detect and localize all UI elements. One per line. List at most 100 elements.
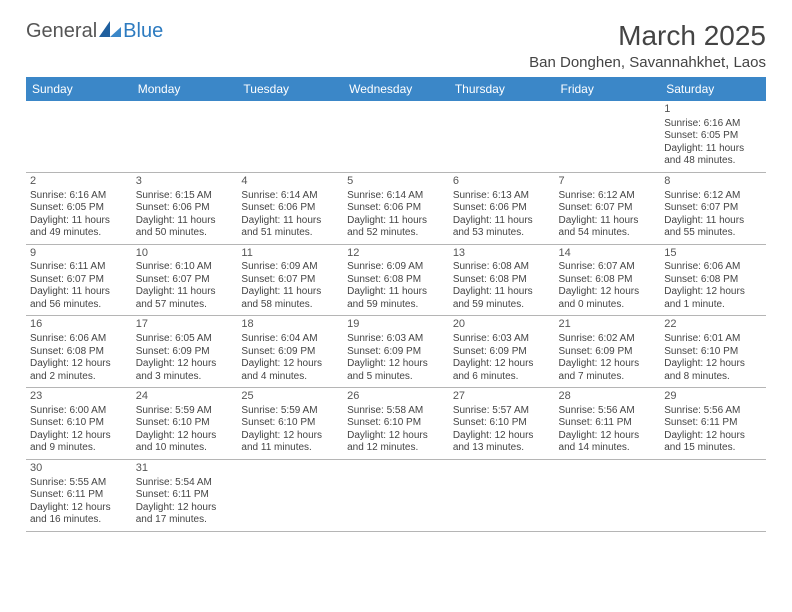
weekday-header: Friday — [555, 77, 661, 101]
sunrise-line: Sunrise: 6:16 AM — [664, 118, 762, 131]
day-number: 3 — [136, 175, 234, 189]
calendar-cell — [343, 101, 449, 172]
day-number: 17 — [136, 318, 234, 332]
sunset-line: Sunset: 6:06 PM — [241, 202, 339, 215]
calendar-cell: 31Sunrise: 5:54 AMSunset: 6:11 PMDayligh… — [132, 459, 238, 531]
day-number: 13 — [453, 247, 551, 261]
sunset-line: Sunset: 6:08 PM — [30, 346, 128, 359]
calendar-cell: 22Sunrise: 6:01 AMSunset: 6:10 PMDayligh… — [660, 316, 766, 388]
day-number: 11 — [241, 247, 339, 261]
daylight-line: Daylight: 12 hours and 1 minute. — [664, 286, 762, 311]
sunset-line: Sunset: 6:07 PM — [559, 202, 657, 215]
sunset-line: Sunset: 6:07 PM — [136, 274, 234, 287]
calendar-cell — [555, 101, 661, 172]
day-number: 29 — [664, 390, 762, 404]
sunset-line: Sunset: 6:08 PM — [559, 274, 657, 287]
sunset-line: Sunset: 6:07 PM — [241, 274, 339, 287]
daylight-line: Daylight: 11 hours and 58 minutes. — [241, 286, 339, 311]
daylight-line: Daylight: 12 hours and 9 minutes. — [30, 430, 128, 455]
calendar-cell — [660, 459, 766, 531]
weekday-header: Wednesday — [343, 77, 449, 101]
calendar-cell: 5Sunrise: 6:14 AMSunset: 6:06 PMDaylight… — [343, 172, 449, 244]
calendar-cell: 4Sunrise: 6:14 AMSunset: 6:06 PMDaylight… — [237, 172, 343, 244]
calendar-cell — [237, 101, 343, 172]
sunrise-line: Sunrise: 6:14 AM — [347, 190, 445, 203]
sunrise-line: Sunrise: 6:06 AM — [30, 333, 128, 346]
sunrise-line: Sunrise: 6:03 AM — [453, 333, 551, 346]
sunrise-line: Sunrise: 6:13 AM — [453, 190, 551, 203]
calendar-cell: 14Sunrise: 6:07 AMSunset: 6:08 PMDayligh… — [555, 244, 661, 316]
calendar-cell: 20Sunrise: 6:03 AMSunset: 6:09 PMDayligh… — [449, 316, 555, 388]
sunset-line: Sunset: 6:08 PM — [347, 274, 445, 287]
calendar-week-row: 23Sunrise: 6:00 AMSunset: 6:10 PMDayligh… — [26, 388, 766, 460]
calendar-week-row: 1Sunrise: 6:16 AMSunset: 6:05 PMDaylight… — [26, 101, 766, 172]
calendar-cell — [555, 459, 661, 531]
calendar-cell: 12Sunrise: 6:09 AMSunset: 6:08 PMDayligh… — [343, 244, 449, 316]
daylight-line: Daylight: 11 hours and 59 minutes. — [453, 286, 551, 311]
sunset-line: Sunset: 6:09 PM — [453, 346, 551, 359]
day-number: 23 — [30, 390, 128, 404]
calendar-cell: 6Sunrise: 6:13 AMSunset: 6:06 PMDaylight… — [449, 172, 555, 244]
daylight-line: Daylight: 12 hours and 5 minutes. — [347, 358, 445, 383]
daylight-line: Daylight: 12 hours and 17 minutes. — [136, 502, 234, 527]
logo: General Blue — [26, 20, 163, 43]
sunrise-line: Sunrise: 6:09 AM — [241, 261, 339, 274]
calendar-cell: 21Sunrise: 6:02 AMSunset: 6:09 PMDayligh… — [555, 316, 661, 388]
sunset-line: Sunset: 6:10 PM — [241, 417, 339, 430]
sunset-line: Sunset: 6:10 PM — [453, 417, 551, 430]
daylight-line: Daylight: 12 hours and 6 minutes. — [453, 358, 551, 383]
sunrise-line: Sunrise: 5:54 AM — [136, 477, 234, 490]
daylight-line: Daylight: 12 hours and 13 minutes. — [453, 430, 551, 455]
sunrise-line: Sunrise: 6:12 AM — [559, 190, 657, 203]
daylight-line: Daylight: 12 hours and 0 minutes. — [559, 286, 657, 311]
sunset-line: Sunset: 6:11 PM — [664, 417, 762, 430]
sunrise-line: Sunrise: 6:11 AM — [30, 261, 128, 274]
sunrise-line: Sunrise: 5:55 AM — [30, 477, 128, 490]
calendar-week-row: 30Sunrise: 5:55 AMSunset: 6:11 PMDayligh… — [26, 459, 766, 531]
day-number: 4 — [241, 175, 339, 189]
sunset-line: Sunset: 6:10 PM — [664, 346, 762, 359]
daylight-line: Daylight: 11 hours and 53 minutes. — [453, 215, 551, 240]
daylight-line: Daylight: 12 hours and 14 minutes. — [559, 430, 657, 455]
sunrise-line: Sunrise: 6:00 AM — [30, 405, 128, 418]
daylight-line: Daylight: 12 hours and 10 minutes. — [136, 430, 234, 455]
day-number: 8 — [664, 175, 762, 189]
daylight-line: Daylight: 12 hours and 2 minutes. — [30, 358, 128, 383]
daylight-line: Daylight: 12 hours and 16 minutes. — [30, 502, 128, 527]
day-number: 15 — [664, 247, 762, 261]
sunrise-line: Sunrise: 5:56 AM — [559, 405, 657, 418]
daylight-line: Daylight: 12 hours and 7 minutes. — [559, 358, 657, 383]
day-number: 1 — [664, 103, 762, 117]
sunrise-line: Sunrise: 6:12 AM — [664, 190, 762, 203]
daylight-line: Daylight: 11 hours and 57 minutes. — [136, 286, 234, 311]
title-block: March 2025 Ban Donghen, Savannahkhet, La… — [529, 20, 766, 71]
calendar-body: 1Sunrise: 6:16 AMSunset: 6:05 PMDaylight… — [26, 101, 766, 531]
calendar-cell — [449, 101, 555, 172]
sunrise-line: Sunrise: 6:02 AM — [559, 333, 657, 346]
day-number: 27 — [453, 390, 551, 404]
weekday-header: Sunday — [26, 77, 132, 101]
sunset-line: Sunset: 6:10 PM — [136, 417, 234, 430]
page-header: General Blue March 2025 Ban Donghen, Sav… — [26, 20, 766, 71]
day-number: 28 — [559, 390, 657, 404]
calendar-week-row: 16Sunrise: 6:06 AMSunset: 6:08 PMDayligh… — [26, 316, 766, 388]
sunset-line: Sunset: 6:10 PM — [347, 417, 445, 430]
daylight-line: Daylight: 11 hours and 55 minutes. — [664, 215, 762, 240]
calendar-cell: 1Sunrise: 6:16 AMSunset: 6:05 PMDaylight… — [660, 101, 766, 172]
sunset-line: Sunset: 6:06 PM — [136, 202, 234, 215]
sunset-line: Sunset: 6:09 PM — [559, 346, 657, 359]
daylight-line: Daylight: 11 hours and 48 minutes. — [664, 143, 762, 168]
sunset-line: Sunset: 6:06 PM — [453, 202, 551, 215]
calendar-cell: 3Sunrise: 6:15 AMSunset: 6:06 PMDaylight… — [132, 172, 238, 244]
daylight-line: Daylight: 12 hours and 15 minutes. — [664, 430, 762, 455]
daylight-line: Daylight: 11 hours and 54 minutes. — [559, 215, 657, 240]
sunset-line: Sunset: 6:09 PM — [347, 346, 445, 359]
daylight-line: Daylight: 11 hours and 52 minutes. — [347, 215, 445, 240]
day-number: 22 — [664, 318, 762, 332]
sunrise-line: Sunrise: 5:57 AM — [453, 405, 551, 418]
sunrise-line: Sunrise: 6:10 AM — [136, 261, 234, 274]
daylight-line: Daylight: 11 hours and 50 minutes. — [136, 215, 234, 240]
calendar-cell: 9Sunrise: 6:11 AMSunset: 6:07 PMDaylight… — [26, 244, 132, 316]
day-number: 6 — [453, 175, 551, 189]
day-number: 31 — [136, 462, 234, 476]
